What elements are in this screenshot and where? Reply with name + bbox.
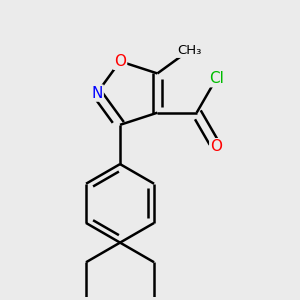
Text: N: N xyxy=(91,85,103,100)
Text: O: O xyxy=(210,139,222,154)
Text: CH₃: CH₃ xyxy=(177,44,201,57)
Text: O: O xyxy=(114,54,126,69)
Text: Cl: Cl xyxy=(209,71,224,86)
